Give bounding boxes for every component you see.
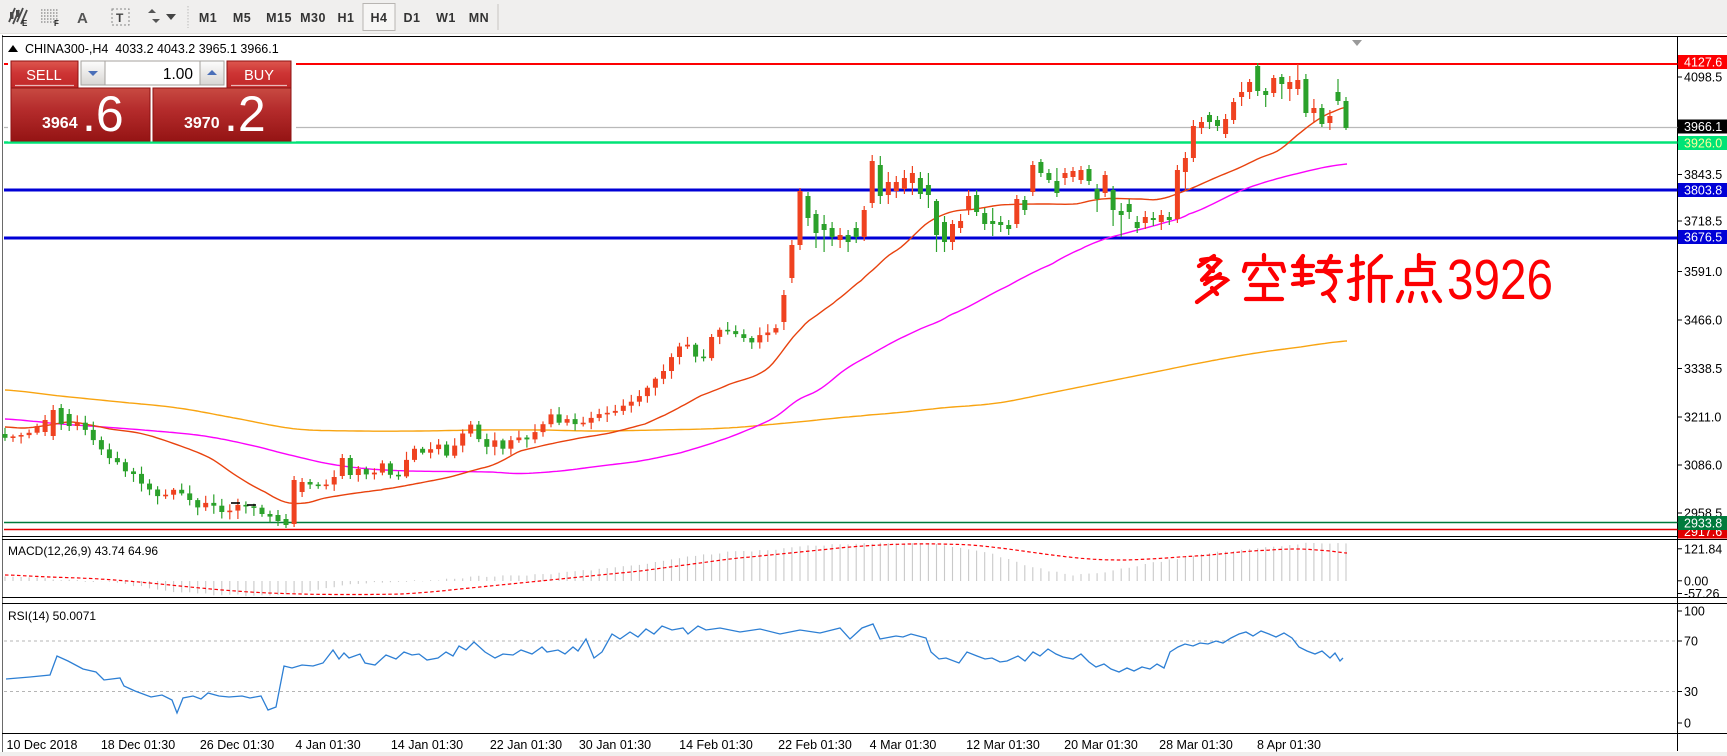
svg-text:20 Mar 01:30: 20 Mar 01:30 [1064,738,1138,752]
svg-text:M1: M1 [199,11,217,25]
svg-text:4 Mar 01:30: 4 Mar 01:30 [870,738,937,752]
svg-text:30: 30 [1684,685,1698,699]
svg-text:4098.5: 4098.5 [1684,71,1722,85]
svg-text:RSI(14) 50.0071: RSI(14) 50.0071 [8,609,96,623]
svg-text:.2: .2 [224,86,266,142]
svg-text:3086.0: 3086.0 [1684,459,1722,473]
svg-text:22 Feb 01:30: 22 Feb 01:30 [778,738,852,752]
svg-text:0: 0 [1684,717,1691,731]
svg-text:D1: D1 [404,11,421,25]
svg-text:2933.8: 2933.8 [1684,517,1722,531]
svg-text:22 Jan 01:30: 22 Jan 01:30 [490,738,562,752]
svg-text:3926.0: 3926.0 [1684,137,1722,151]
svg-text:W1: W1 [436,11,456,25]
svg-text:26 Dec 01:30: 26 Dec 01:30 [200,738,274,752]
svg-text:.6: .6 [82,86,124,142]
svg-text:10 Dec 2018: 10 Dec 2018 [7,738,78,752]
svg-text:28 Mar 01:30: 28 Mar 01:30 [1159,738,1233,752]
svg-text:3466.0: 3466.0 [1684,314,1722,328]
svg-text:F: F [54,19,59,28]
svg-text:30 Jan 01:30: 30 Jan 01:30 [579,738,651,752]
svg-text:H4: H4 [371,11,388,25]
svg-text:3676.5: 3676.5 [1684,231,1722,245]
svg-text:3964: 3964 [42,115,78,132]
svg-text:3926: 3926 [1447,248,1553,312]
svg-text:M30: M30 [300,11,326,25]
svg-text:8 Apr 01:30: 8 Apr 01:30 [1257,738,1321,752]
svg-text:12 Mar 01:30: 12 Mar 01:30 [966,738,1040,752]
svg-text:SELL: SELL [26,68,61,84]
svg-text:CHINA300-,H4 4033.2 4043.2 39: CHINA300-,H4 4033.2 4043.2 3965.1 3966.1 [25,42,279,56]
svg-text:3966.1: 3966.1 [1684,120,1722,134]
svg-text:121.84: 121.84 [1684,542,1722,556]
svg-text:A: A [77,10,88,27]
svg-text:3211.0: 3211.0 [1684,411,1721,425]
svg-text:18 Dec 01:30: 18 Dec 01:30 [101,738,175,752]
svg-text:T: T [116,11,124,25]
svg-text:3591.0: 3591.0 [1684,265,1722,279]
svg-text:E: E [22,19,28,28]
svg-text:1.00: 1.00 [163,66,194,83]
svg-text:4 Jan 01:30: 4 Jan 01:30 [295,738,360,752]
svg-text:3803.8: 3803.8 [1684,184,1722,198]
svg-text:3338.5: 3338.5 [1684,362,1722,376]
svg-text:-57.26: -57.26 [1684,587,1719,601]
svg-text:MACD(12,26,9) 43.74 64.96: MACD(12,26,9) 43.74 64.96 [8,544,158,558]
svg-text:M15: M15 [266,11,292,25]
svg-text:0.00: 0.00 [1684,574,1708,588]
svg-text:3718.5: 3718.5 [1684,215,1722,229]
svg-text:14 Feb 01:30: 14 Feb 01:30 [679,738,753,752]
svg-text:3970: 3970 [184,115,220,132]
svg-text:MN: MN [469,11,489,25]
svg-text:M5: M5 [233,11,251,25]
svg-text:4127.6: 4127.6 [1684,56,1722,70]
svg-text:100: 100 [1684,605,1705,619]
svg-text:H1: H1 [338,11,355,25]
svg-text:70: 70 [1684,635,1698,649]
svg-text:3843.5: 3843.5 [1684,168,1722,182]
svg-text:BUY: BUY [244,68,274,84]
svg-text:14 Jan 01:30: 14 Jan 01:30 [391,738,463,752]
